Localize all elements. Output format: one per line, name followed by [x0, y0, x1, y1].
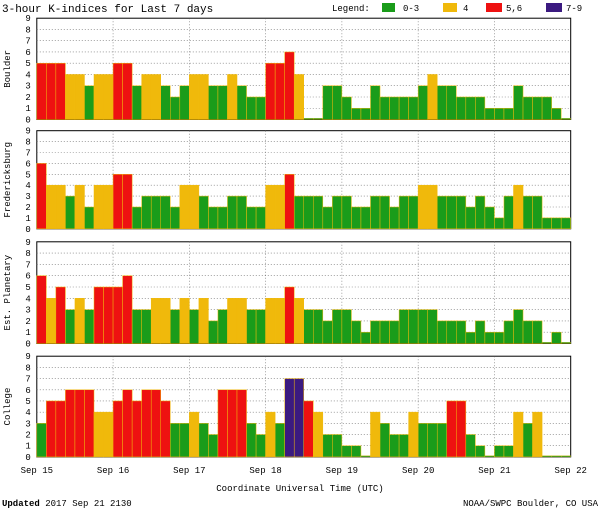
svg-text:Coordinate Universal Time (UTC: Coordinate Universal Time (UTC) [216, 484, 383, 494]
svg-text:6: 6 [25, 386, 30, 396]
svg-text:5: 5 [25, 170, 30, 180]
svg-text:7: 7 [25, 260, 30, 270]
svg-text:3: 3 [25, 306, 30, 316]
svg-text:0: 0 [25, 453, 30, 463]
svg-text:Sep 20: Sep 20 [402, 466, 434, 476]
svg-text:4: 4 [463, 4, 468, 14]
svg-text:6: 6 [25, 159, 30, 169]
svg-text:2: 2 [25, 203, 30, 213]
svg-text:Sep 15: Sep 15 [21, 466, 53, 476]
svg-text:3-hour K-indices for Last 7 da: 3-hour K-indices for Last 7 days [2, 4, 213, 16]
svg-text:1: 1 [25, 214, 30, 224]
svg-text:0-3: 0-3 [403, 4, 419, 14]
svg-text:Legend:: Legend: [332, 4, 370, 14]
svg-text:9: 9 [25, 238, 30, 248]
svg-text:4: 4 [25, 70, 30, 80]
svg-text:4: 4 [25, 181, 30, 191]
svg-text:3: 3 [25, 192, 30, 202]
svg-text:7-9: 7-9 [566, 4, 582, 14]
svg-text:0: 0 [25, 225, 30, 235]
svg-text:7: 7 [25, 37, 30, 47]
svg-text:5: 5 [25, 283, 30, 293]
svg-text:8: 8 [25, 249, 30, 259]
svg-text:Sep 16: Sep 16 [97, 466, 129, 476]
svg-text:Sep 19: Sep 19 [326, 466, 358, 476]
svg-text:1: 1 [25, 328, 30, 338]
svg-text:5,6: 5,6 [506, 4, 522, 14]
svg-text:5: 5 [25, 59, 30, 69]
svg-text:8: 8 [25, 138, 30, 148]
svg-text:6: 6 [25, 272, 30, 282]
svg-text:Boulder: Boulder [3, 50, 13, 88]
svg-text:1: 1 [25, 442, 30, 452]
svg-text:Est. Planetary: Est. Planetary [3, 254, 13, 330]
svg-text:3: 3 [25, 82, 30, 92]
svg-text:2: 2 [25, 431, 30, 441]
svg-text:7: 7 [25, 149, 30, 159]
svg-text:Fredericksburg: Fredericksburg [3, 142, 13, 218]
svg-text:2: 2 [25, 93, 30, 103]
svg-text:0: 0 [25, 340, 30, 350]
svg-text:9: 9 [25, 127, 30, 137]
svg-text:Sep 17: Sep 17 [173, 466, 205, 476]
svg-text:4: 4 [25, 408, 30, 418]
svg-text:9: 9 [25, 352, 30, 362]
svg-text:5: 5 [25, 397, 30, 407]
svg-text:College: College [3, 388, 13, 426]
svg-text:6: 6 [25, 48, 30, 58]
svg-text:NOAA/SWPC Boulder, CO USA: NOAA/SWPC Boulder, CO USA [463, 499, 599, 509]
svg-text:1: 1 [25, 104, 30, 114]
svg-text:3: 3 [25, 419, 30, 429]
svg-text:Updated 2017 Sep 21 2130: Updated 2017 Sep 21 2130 [2, 499, 132, 509]
svg-text:Sep 18: Sep 18 [249, 466, 281, 476]
svg-text:0: 0 [25, 116, 30, 126]
svg-text:8: 8 [25, 25, 30, 35]
svg-text:4: 4 [25, 294, 30, 304]
svg-text:2: 2 [25, 317, 30, 327]
svg-text:8: 8 [25, 363, 30, 373]
svg-text:7: 7 [25, 375, 30, 385]
svg-text:Sep 22: Sep 22 [554, 466, 586, 476]
svg-text:Sep 21: Sep 21 [478, 466, 510, 476]
